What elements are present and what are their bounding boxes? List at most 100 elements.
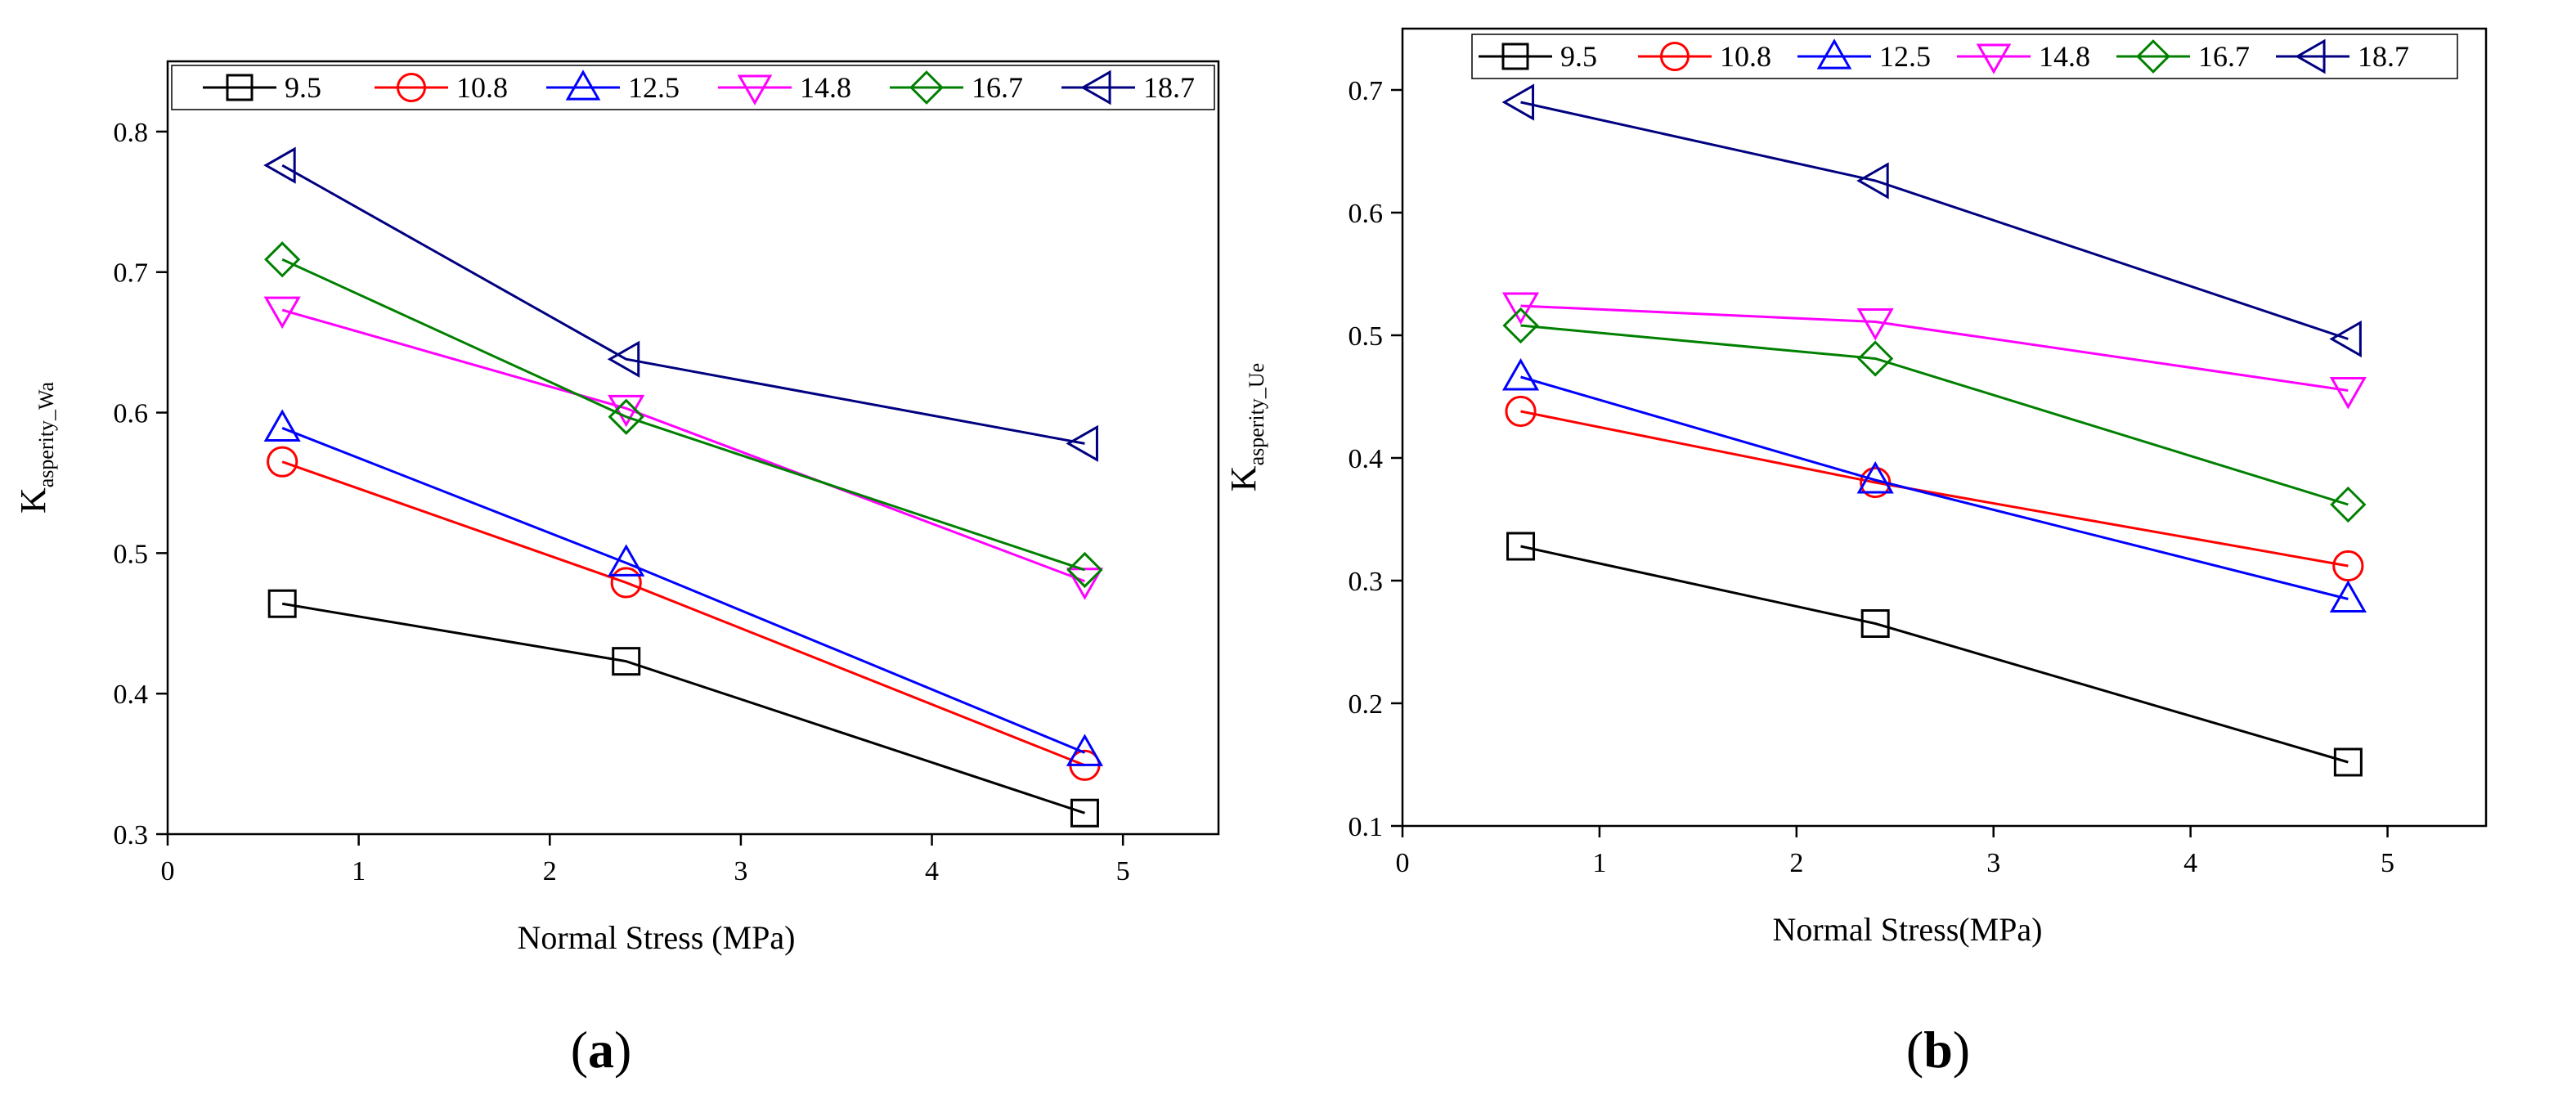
data-point: [267, 589, 297, 618]
legend-item-12.5: 12.5: [546, 70, 680, 104]
legend-label: 10.8: [1720, 40, 1771, 73]
legend: 9.5 10.8 12.5 14.8 16.7 18.7: [1471, 34, 2458, 79]
legend-item-10.8: 10.8: [1638, 40, 1771, 73]
legend-label: 14.8: [800, 71, 851, 104]
data-point: [2329, 320, 2362, 358]
series-18.7: [263, 146, 1098, 462]
data-point: [267, 446, 298, 478]
series-line: [1520, 304, 2349, 392]
x-tick-label: 0: [1396, 848, 1410, 878]
legend-item-14.8: 14.8: [1957, 40, 2090, 74]
series-line: [281, 164, 1085, 445]
series-line: [1520, 101, 2349, 340]
series-line: [281, 308, 1085, 583]
legend-label: 9.5: [1560, 40, 1597, 73]
legend-label: 16.7: [972, 71, 1023, 104]
legend-label: 12.5: [628, 71, 680, 104]
caption-close-paren: ): [1953, 1021, 1970, 1079]
data-point: [1506, 532, 1536, 561]
y-tick-label: 0.5: [114, 539, 149, 569]
legend-marker: [565, 70, 601, 101]
data-point: [608, 544, 645, 577]
x-axis-title: Normal Stress (MPa): [518, 919, 796, 956]
series-16.7: [264, 241, 1103, 589]
data-point: [1505, 395, 1537, 428]
y-tick-label: 0.1: [1349, 812, 1384, 842]
series-12.5: [1501, 357, 2367, 613]
data-point: [2329, 377, 2367, 410]
series-9.5: [1506, 532, 2363, 777]
y-tick-label: 0.7: [114, 258, 149, 289]
series-18.7: [1501, 83, 2362, 358]
data-point: [612, 647, 641, 676]
series-line: [281, 258, 1085, 572]
x-tick-label: 2: [543, 856, 557, 886]
caption-letter: b: [1923, 1021, 1953, 1079]
series-line: [1520, 410, 2349, 568]
caption-close-paren: ): [614, 1021, 631, 1079]
data-point: [263, 146, 296, 184]
x-tick-label: 4: [2183, 848, 2197, 878]
series-line: [1520, 375, 2349, 600]
data-point: [608, 398, 644, 435]
caption-open-paren: (: [1906, 1021, 1923, 1079]
y-tick-label: 0.3: [1349, 567, 1384, 597]
legend-item-16.7: 16.7: [890, 70, 1023, 105]
legend-marker: [1080, 70, 1111, 105]
data-point: [1856, 460, 1894, 494]
caption-open-paren: (: [571, 1021, 588, 1079]
series-line: [281, 602, 1085, 815]
data-point: [1502, 307, 1539, 344]
data-point: [1856, 308, 1894, 341]
legend-item-14.8: 14.8: [718, 71, 851, 105]
x-tick-label: 5: [1116, 856, 1130, 886]
legend-item-18.7: 18.7: [1061, 70, 1195, 105]
legend-marker: [397, 73, 426, 102]
x-tick-label: 4: [925, 856, 939, 886]
data-point: [2329, 580, 2367, 613]
series-14.8: [263, 296, 1104, 600]
data-point: [263, 296, 301, 330]
legend-label: 14.8: [2039, 40, 2090, 73]
legend-item-10.8: 10.8: [375, 71, 508, 104]
x-tick-label: 1: [352, 856, 366, 886]
data-point: [1501, 83, 1535, 121]
y-tick-label: 0.2: [1349, 689, 1384, 720]
legend-item-9.5: 9.5: [203, 71, 321, 104]
data-point: [1501, 292, 1540, 325]
series-9.5: [267, 589, 1099, 828]
data-point: [1501, 357, 1540, 391]
data-point: [1857, 340, 1894, 377]
x-tick-label: 1: [1592, 848, 1606, 878]
chart-panel-a: 0 1 2 3 4 5 0.3 0.4 0.5 0.6 0.7 0.8 Normal Stress (M…: [13, 60, 1220, 1079]
y-tick-label: 0.3: [114, 820, 149, 850]
y-tick-label: 0.8: [114, 118, 149, 148]
data-point: [2330, 486, 2367, 523]
x-tick-label: 5: [2381, 848, 2394, 878]
series-line: [281, 460, 1086, 767]
legend-label: 9.5: [285, 71, 321, 104]
series-line: [281, 427, 1086, 754]
data-point: [264, 241, 301, 278]
y-axis-title: Kasperity_Ue: [1223, 363, 1268, 491]
legend-box: [171, 65, 1215, 110]
legend-marker: [226, 74, 254, 101]
legend-label: 18.7: [2358, 40, 2409, 73]
y-tick-label: 0.6: [114, 399, 149, 429]
x-tick-label: 3: [734, 856, 747, 886]
legend-label: 12.5: [1879, 40, 1931, 73]
legend-item-12.5: 12.5: [1797, 38, 1931, 73]
series-line: [1520, 545, 2349, 764]
y-axis-title-main: K: [1223, 465, 1263, 491]
legend-label: 16.7: [2198, 40, 2250, 73]
legend-marker: [1816, 38, 1852, 70]
data-point: [1860, 609, 1890, 638]
y-tick-label: 0.4: [1349, 444, 1384, 474]
panel-caption: (a): [571, 1021, 632, 1079]
plot-frame: [166, 60, 1220, 836]
y-axis-title-main: K: [13, 487, 53, 514]
data-point: [263, 409, 301, 442]
data-point: [1856, 162, 1889, 200]
y-axis-title-subscript: asperity_Wa: [34, 382, 58, 488]
